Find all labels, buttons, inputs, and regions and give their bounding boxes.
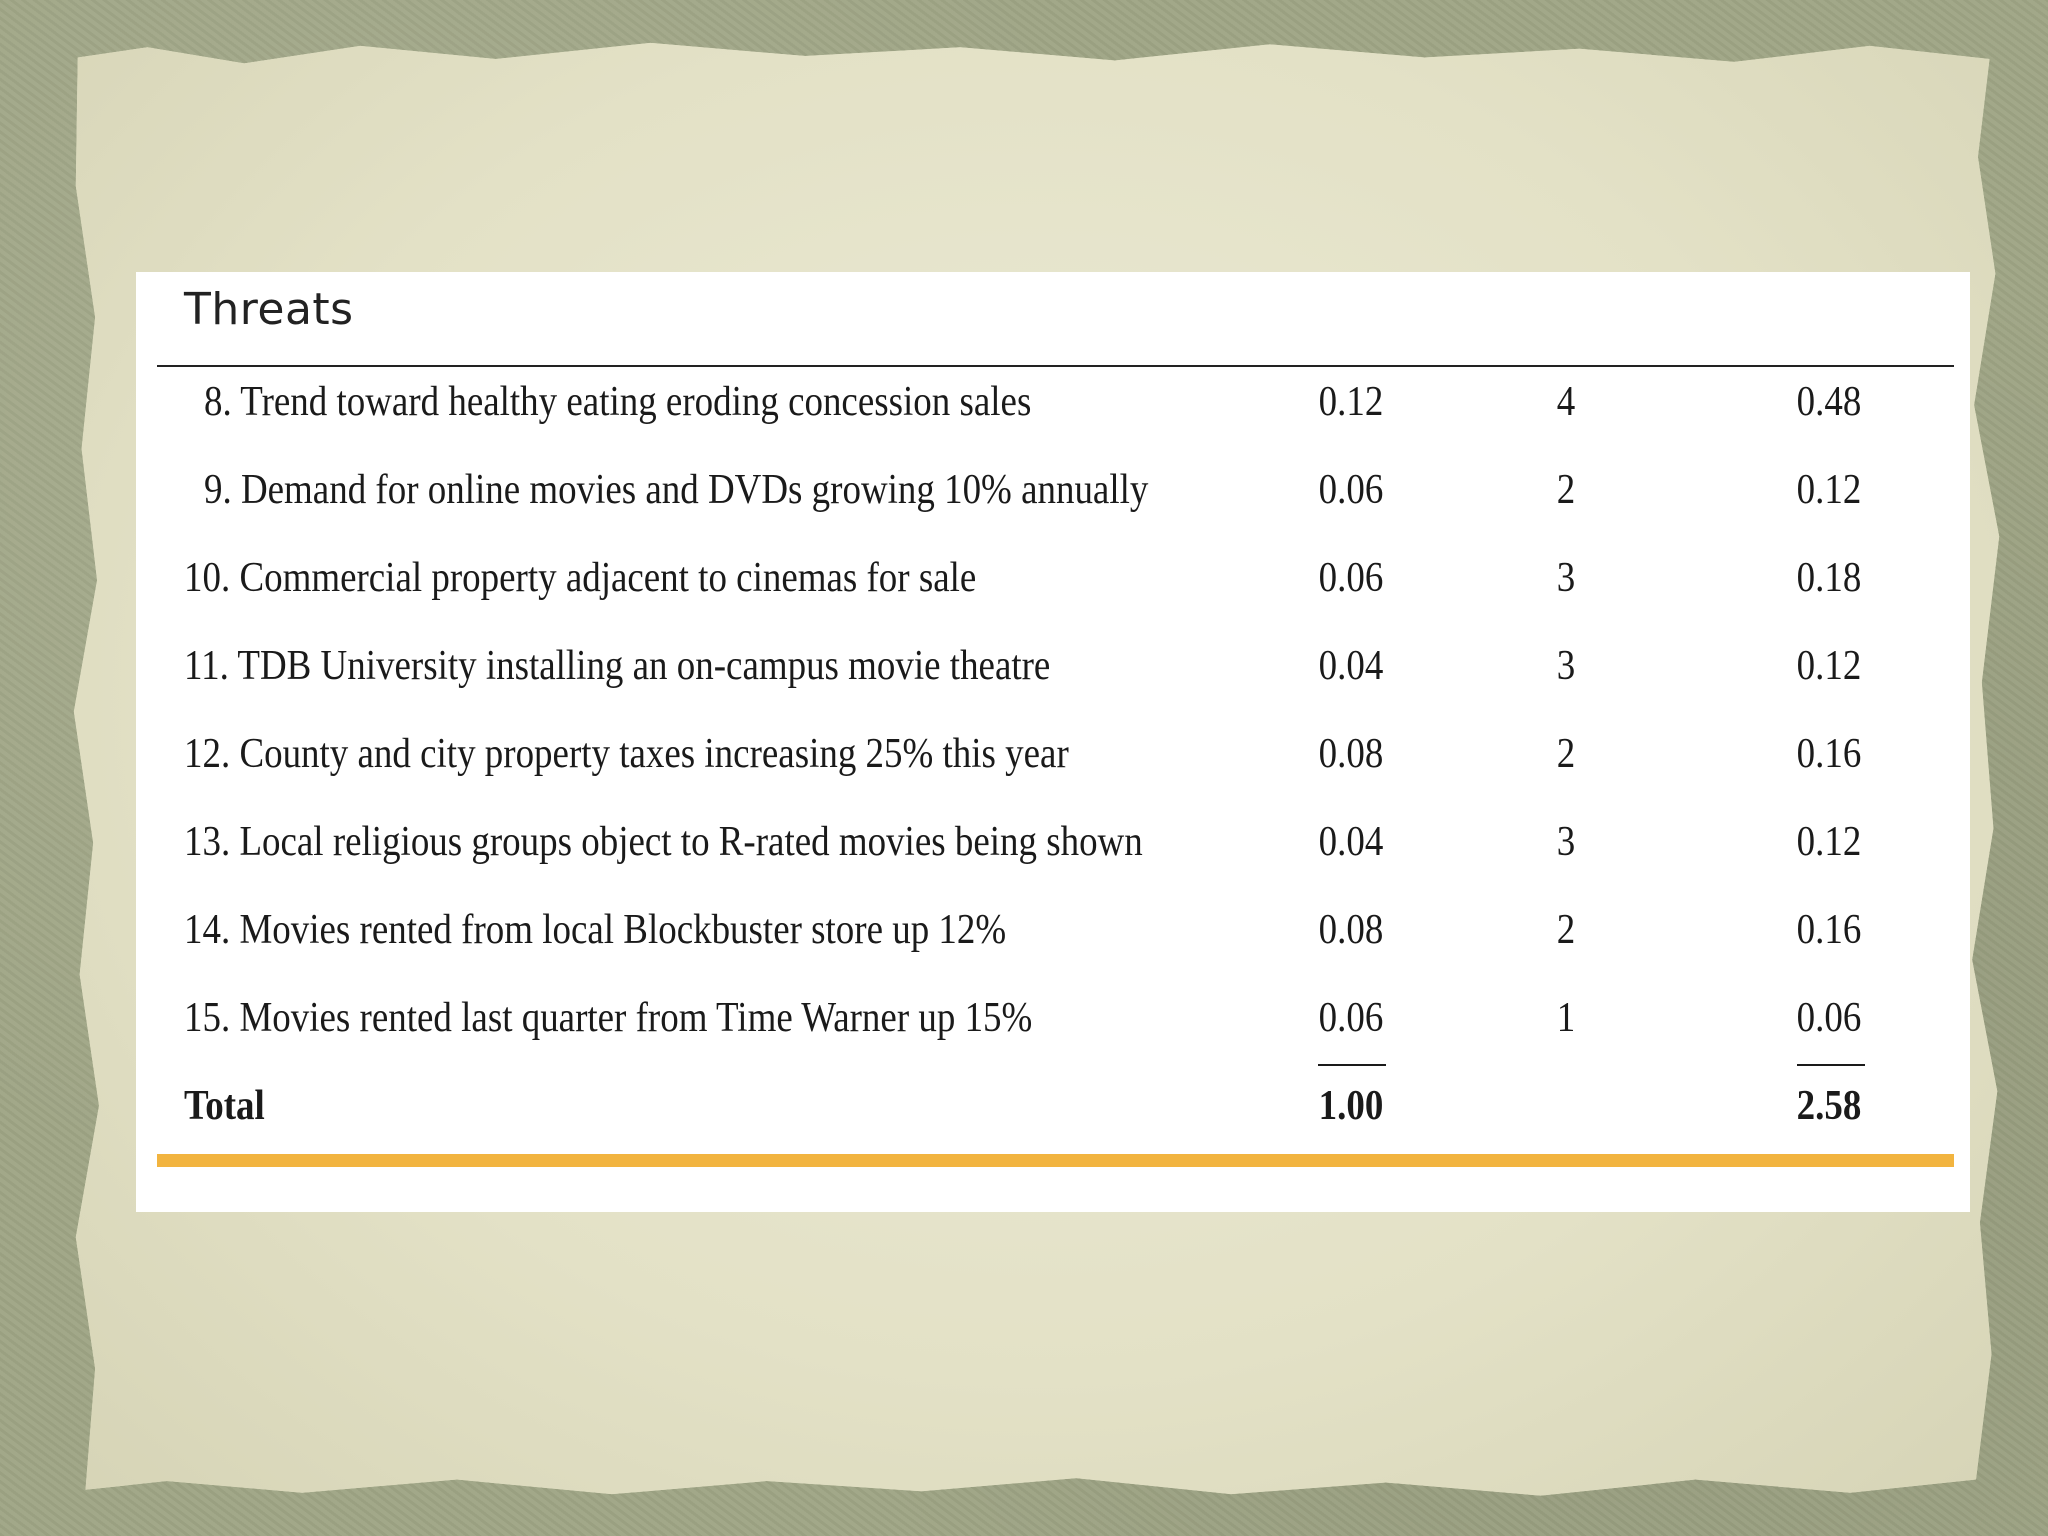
row-rating: 2 bbox=[1556, 467, 1576, 513]
row-label: 13. Local religious groups object to R-r… bbox=[184, 819, 1143, 865]
row-label: 11. TDB University installing an on-camp… bbox=[184, 643, 1051, 689]
row-rating: 3 bbox=[1556, 555, 1576, 601]
row-score: 0.12 bbox=[1796, 819, 1862, 865]
weight-sum-underline bbox=[1318, 1064, 1386, 1066]
row-label: 15. Movies rented last quarter from Time… bbox=[184, 995, 1033, 1041]
row-rating: 3 bbox=[1556, 643, 1576, 689]
total-label: Total bbox=[184, 1083, 265, 1129]
row-weight: 0.08 bbox=[1318, 907, 1384, 953]
threats-table: Threats 8. Trend toward healthy eating e… bbox=[136, 272, 1970, 1212]
row-weight: 0.04 bbox=[1318, 643, 1384, 689]
row-score: 0.48 bbox=[1796, 379, 1862, 425]
row-label: 14. Movies rented from local Blockbuster… bbox=[184, 907, 1007, 953]
row-score: 0.16 bbox=[1796, 907, 1862, 953]
table-row: 15. Movies rented last quarter from Time… bbox=[136, 976, 1970, 1064]
row-weight: 0.04 bbox=[1318, 819, 1384, 865]
table-title: Threats bbox=[184, 284, 354, 335]
row-rating: 4 bbox=[1556, 379, 1576, 425]
row-weight: 0.06 bbox=[1318, 555, 1384, 601]
footer-accent-rule bbox=[157, 1154, 1954, 1167]
row-label: 9. Demand for online movies and DVDs gro… bbox=[204, 467, 1149, 513]
table-row: 8. Trend toward healthy eating eroding c… bbox=[136, 360, 1970, 448]
row-rating: 2 bbox=[1556, 731, 1576, 777]
table-row: 13. Local religious groups object to R-r… bbox=[136, 800, 1970, 888]
row-rating: 2 bbox=[1556, 907, 1576, 953]
total-weight: 1.00 bbox=[1318, 1083, 1384, 1129]
row-rating: 1 bbox=[1556, 995, 1576, 1041]
score-sum-underline bbox=[1797, 1064, 1865, 1066]
row-score: 0.12 bbox=[1796, 467, 1862, 513]
total-score: 2.58 bbox=[1796, 1083, 1862, 1129]
table-row: 11. TDB University installing an on-camp… bbox=[136, 624, 1970, 712]
table-row: 10. Commercial property adjacent to cine… bbox=[136, 536, 1970, 624]
total-row: Total 1.00 2.58 bbox=[136, 1064, 1970, 1152]
table-row: 14. Movies rented from local Blockbuster… bbox=[136, 888, 1970, 976]
row-score: 0.18 bbox=[1796, 555, 1862, 601]
row-score: 0.16 bbox=[1796, 731, 1862, 777]
row-score: 0.06 bbox=[1796, 995, 1862, 1041]
row-score: 0.12 bbox=[1796, 643, 1862, 689]
row-label: 10. Commercial property adjacent to cine… bbox=[184, 555, 977, 601]
row-weight: 0.12 bbox=[1318, 379, 1384, 425]
row-weight: 0.08 bbox=[1318, 731, 1384, 777]
row-weight: 0.06 bbox=[1318, 467, 1384, 513]
table-row: 12. County and city property taxes incre… bbox=[136, 712, 1970, 800]
row-weight: 0.06 bbox=[1318, 995, 1384, 1041]
row-label: 8. Trend toward healthy eating eroding c… bbox=[204, 379, 1032, 425]
row-label: 12. County and city property taxes incre… bbox=[184, 731, 1069, 777]
header-rule bbox=[157, 365, 1954, 367]
row-rating: 3 bbox=[1556, 819, 1576, 865]
table-row: 9. Demand for online movies and DVDs gro… bbox=[136, 448, 1970, 536]
